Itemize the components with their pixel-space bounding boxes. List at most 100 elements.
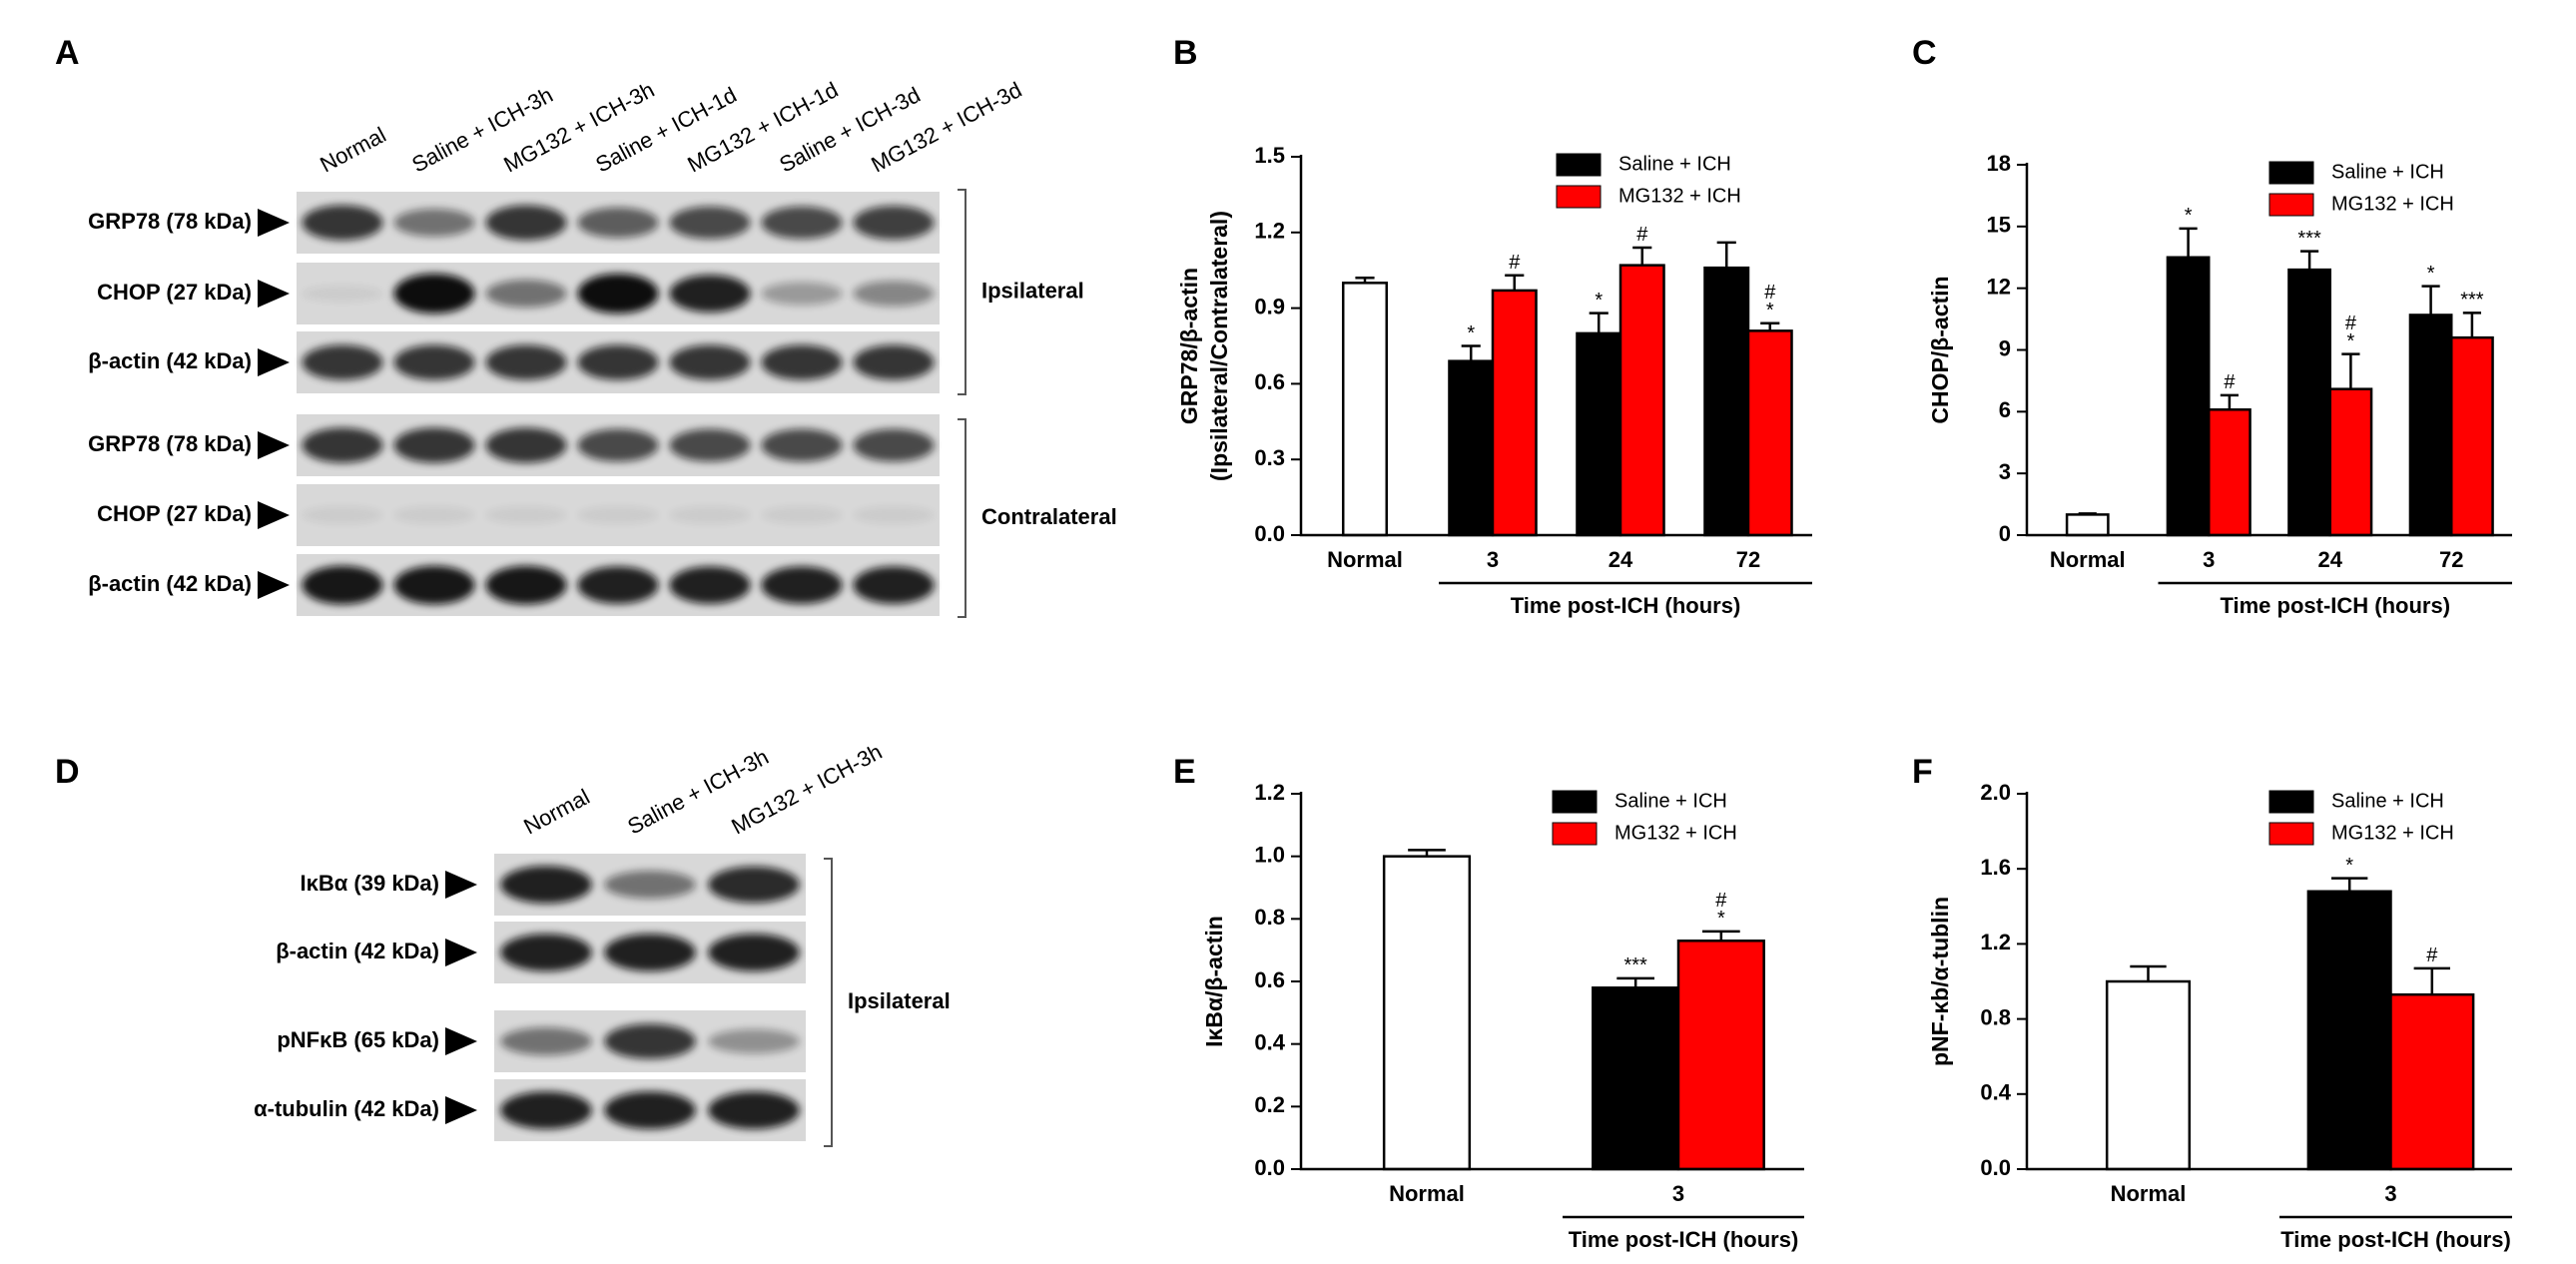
axis <box>1299 792 1804 1171</box>
axis <box>1299 155 1812 537</box>
blot-row-label: CHOP (27 kDa) <box>97 501 252 526</box>
significance-mark: *** <box>2297 228 2321 250</box>
error-bar <box>2078 512 2097 515</box>
x-axis-label: Time post-ICH (hours) <box>2280 1227 2511 1252</box>
blot-band <box>485 506 567 524</box>
significance-mark: # <box>1509 252 1521 274</box>
bar <box>2408 314 2453 537</box>
blot-band <box>577 274 659 314</box>
blot-band <box>669 344 751 380</box>
significance-mark: # <box>1636 224 1648 246</box>
y-tick-label: 1.5 <box>1254 143 1285 168</box>
significance-mark: # <box>2426 945 2438 966</box>
arrowhead <box>445 871 477 899</box>
error-bar <box>2220 393 2239 410</box>
group-label: Ipsilateral <box>981 278 1084 303</box>
legend-label: Saline + ICH <box>1618 153 1731 175</box>
significance-mark: # <box>2345 313 2357 334</box>
bar <box>1448 359 1495 537</box>
arrowhead <box>258 501 290 529</box>
arrowhead <box>258 431 290 459</box>
x-tick-label: 3 <box>1487 547 1499 572</box>
bar <box>2287 268 2331 537</box>
blot-band <box>485 205 567 241</box>
legend-label: MG132 + ICH <box>1614 822 1737 844</box>
x-tick-label: Normal <box>2111 1181 2187 1206</box>
y-tick-label: 0.8 <box>1254 905 1285 930</box>
blot-band <box>393 506 475 524</box>
significance-mark: # <box>1715 890 1727 912</box>
x-tick-label: Normal <box>2050 547 2126 572</box>
y-tick-label: 0.4 <box>1980 1080 2011 1105</box>
panel-label: C <box>1912 34 1937 72</box>
blot-band <box>393 344 475 380</box>
blot-band <box>500 934 592 971</box>
legend-swatch <box>1556 185 1602 209</box>
blot-band <box>485 565 567 605</box>
y-tick-label: 1.6 <box>1980 855 2011 880</box>
error-bar <box>2413 966 2450 995</box>
arrowhead <box>445 1096 477 1124</box>
lane-label: MG132 + ICH-3h <box>499 77 658 177</box>
blot-band <box>577 207 659 239</box>
blot-band <box>393 565 475 605</box>
bar <box>1746 329 1793 537</box>
blot-band <box>604 1023 696 1059</box>
y-tick-label: 1.0 <box>1254 842 1285 867</box>
blot-band <box>393 209 475 237</box>
blot-band <box>669 428 751 462</box>
legend-label: MG132 + ICH <box>2331 193 2454 215</box>
blot-band <box>761 206 843 240</box>
error-bar <box>1760 321 1780 331</box>
y-tick-label: 9 <box>1999 335 2011 360</box>
blot-band <box>604 934 696 971</box>
arrowhead <box>445 939 477 966</box>
legend-swatch <box>1552 790 1598 814</box>
bar <box>1576 331 1622 537</box>
legend-swatch <box>1556 153 1602 177</box>
bar <box>1491 289 1538 537</box>
blot-row-label: IκBα (39 kDa) <box>301 871 440 896</box>
blot-row-label: α-tubulin (42 kDa) <box>254 1096 439 1121</box>
axis <box>2025 792 2512 1171</box>
blot-band <box>853 344 935 380</box>
blot-band <box>669 206 751 240</box>
x-axis-label: Time post-ICH (hours) <box>1569 1227 1799 1252</box>
bar <box>2166 256 2211 537</box>
blot-band <box>485 280 567 308</box>
y-tick-label: 0.0 <box>1980 1155 2011 1180</box>
significance-mark: * <box>1595 290 1603 312</box>
bar <box>2105 979 2192 1171</box>
y-tick-label: 1.2 <box>1980 930 2011 954</box>
significance-mark: * <box>2185 205 2193 227</box>
error-bar <box>1355 277 1375 284</box>
x-axis-label: Time post-ICH (hours) <box>1511 593 1741 618</box>
bar <box>1341 282 1389 537</box>
arrowhead <box>258 571 290 599</box>
blot-band <box>500 1027 592 1055</box>
blot-band <box>577 344 659 380</box>
x-tick-label: 72 <box>1736 547 1760 572</box>
y-tick-label: 0.0 <box>1254 1155 1285 1180</box>
legend-swatch <box>2268 193 2314 217</box>
bar <box>1703 266 1750 537</box>
y-tick-label: 1.2 <box>1254 219 1285 244</box>
significance-mark: *** <box>2460 290 2484 312</box>
y-tick-label: 0.9 <box>1254 294 1285 318</box>
bar <box>1382 855 1472 1171</box>
blot-band <box>853 506 935 524</box>
error-bar <box>2179 227 2198 258</box>
legend-label: Saline + ICH <box>2331 161 2444 183</box>
panel-label: D <box>55 753 80 791</box>
y-tick-label: 0.3 <box>1254 445 1285 470</box>
blot-row-label: β-actin (42 kDa) <box>276 939 439 963</box>
blot-band <box>853 206 935 240</box>
y-tick-label: 0.4 <box>1254 1029 1285 1054</box>
y-tick-label: 3 <box>1999 459 2011 484</box>
bar <box>2065 513 2110 537</box>
axis <box>2025 163 2512 537</box>
y-tick-label: 0.8 <box>1980 1004 2011 1029</box>
blot-band <box>485 344 567 380</box>
arrowhead <box>258 348 290 376</box>
blot-band <box>577 506 659 524</box>
